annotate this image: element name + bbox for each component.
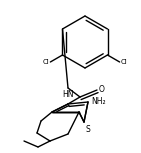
- Text: NH₂: NH₂: [91, 97, 106, 106]
- Text: O: O: [99, 84, 105, 93]
- Text: S: S: [86, 125, 91, 134]
- Text: Cl: Cl: [121, 59, 127, 65]
- Text: Cl: Cl: [43, 59, 49, 65]
- Text: HN: HN: [62, 90, 74, 99]
